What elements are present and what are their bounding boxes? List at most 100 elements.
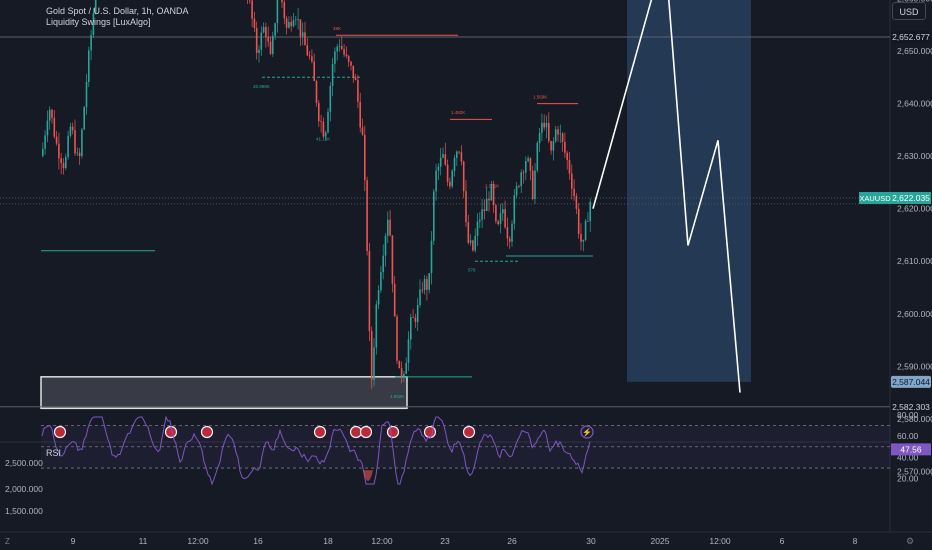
demand-zone[interactable]: [40, 376, 408, 410]
time-tick-label: 16: [253, 536, 263, 546]
price-tick-label: 2,630.000: [897, 151, 932, 161]
candle: [428, 273, 430, 290]
price-tick-label: 2,570.000: [897, 466, 932, 476]
candle: [435, 170, 437, 192]
candle: [474, 235, 476, 251]
candle: [301, 32, 304, 37]
candle: [460, 152, 463, 162]
candle: [495, 205, 497, 222]
candle: [506, 227, 509, 239]
rsi-tick-label: 20.00: [897, 474, 919, 484]
candle: [393, 283, 396, 317]
candle: [398, 360, 401, 369]
candle: [251, 0, 253, 19]
candle: [370, 331, 373, 380]
price-tick-label: 2,640.000: [897, 99, 932, 109]
candle: [550, 141, 552, 151]
candle: [262, 26, 265, 33]
candle: [433, 191, 435, 241]
rsi-value-tag[interactable]: [891, 443, 931, 456]
candle: [534, 170, 536, 200]
candle: [65, 156, 67, 169]
last-price-tag[interactable]: [891, 191, 931, 204]
time-tick-label: 11: [139, 536, 148, 546]
price-tag[interactable]: [891, 30, 931, 43]
candle: [515, 186, 518, 196]
time-tick-label: 30: [586, 536, 596, 546]
candle: [55, 136, 58, 144]
candle: [281, 0, 283, 3]
liquidity-label: 48K: [333, 26, 341, 31]
candle: [465, 191, 467, 223]
candle: [345, 54, 348, 57]
dividend-event-icon[interactable]: [580, 425, 594, 439]
rsi-value-label: 47.56: [900, 444, 922, 454]
candle: [587, 221, 589, 222]
projection-path[interactable]: [592, 0, 741, 393]
candle: [83, 107, 85, 130]
candle: [322, 121, 325, 137]
price-tick-label: 2,660.000: [897, 0, 932, 3]
candle: [62, 163, 65, 169]
candle: [451, 170, 453, 187]
currency-button[interactable]: USD: [892, 2, 926, 20]
candle: [564, 141, 566, 153]
economic-event-icon[interactable]: [313, 425, 327, 439]
time-tick-label: 9: [71, 536, 76, 546]
candle: [76, 152, 79, 154]
candle: [58, 143, 60, 159]
candle: [520, 172, 522, 187]
candle: [421, 289, 424, 291]
price-tick-label: 2,580.000: [897, 414, 932, 424]
candle: [67, 135, 69, 157]
candle: [531, 170, 534, 200]
rsi-tick-label: 60.00: [897, 431, 919, 441]
candle: [518, 186, 520, 187]
candle: [458, 151, 460, 153]
economic-event-icon[interactable]: [462, 425, 476, 439]
reward-zone[interactable]: [627, 0, 751, 382]
price-tag[interactable]: [891, 375, 931, 388]
candle: [405, 362, 407, 374]
symbol-tag[interactable]: [859, 191, 891, 204]
price-tick-label: 2,650.000: [897, 46, 932, 56]
candle: [377, 290, 380, 305]
candle: [437, 166, 440, 171]
candle: [283, 2, 286, 19]
candle: [488, 198, 490, 201]
candle: [554, 129, 557, 142]
rsi-left-scale-label: 2,000.000: [5, 484, 43, 494]
candle: [292, 20, 295, 27]
candle: [403, 373, 405, 377]
price-tag[interactable]: [891, 400, 931, 413]
indicator-label[interactable]: Liquidity Swings [LuxAlgo]: [46, 17, 151, 27]
candle: [382, 255, 384, 273]
candle: [92, 13, 95, 35]
economic-event-icon[interactable]: [359, 425, 373, 439]
candle: [357, 80, 359, 102]
candle: [400, 368, 403, 377]
candle: [94, 0, 97, 14]
candle: [557, 129, 559, 135]
economic-event-icon[interactable]: [200, 425, 214, 439]
candle: [476, 221, 479, 236]
rsi-label[interactable]: RSI: [46, 448, 62, 458]
timezone-icon[interactable]: Z: [5, 537, 10, 546]
candle: [352, 65, 355, 78]
rsi-tick-label: 80.00: [897, 410, 919, 420]
candle: [502, 209, 504, 214]
economic-event-icon[interactable]: [53, 425, 67, 439]
candle: [361, 127, 364, 135]
candle: [347, 56, 350, 62]
rsi-line[interactable]: [41, 415, 591, 486]
candle: [508, 238, 511, 242]
settings-icon[interactable]: ⚙: [906, 536, 914, 546]
candle: [423, 279, 426, 290]
candle: [299, 19, 302, 37]
candle: [481, 209, 483, 220]
candle: [46, 120, 49, 136]
price-tick-label: 2,610.000: [897, 256, 932, 266]
candle: [497, 221, 499, 225]
